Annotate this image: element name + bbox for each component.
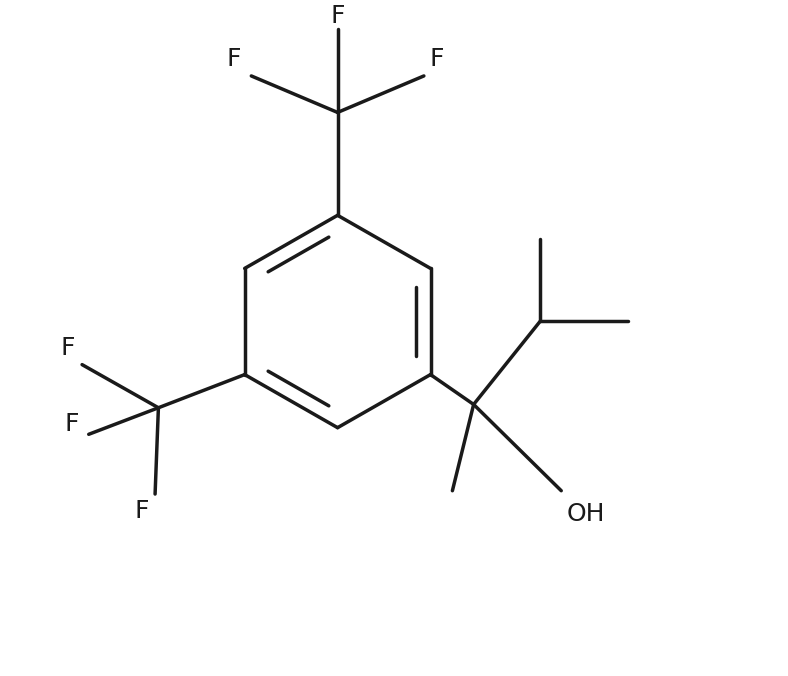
Text: F: F bbox=[135, 499, 149, 523]
Text: F: F bbox=[60, 336, 75, 360]
Text: F: F bbox=[330, 4, 345, 28]
Text: F: F bbox=[430, 47, 444, 72]
Text: F: F bbox=[226, 47, 240, 72]
Text: F: F bbox=[65, 412, 80, 436]
Text: OH: OH bbox=[567, 502, 605, 526]
